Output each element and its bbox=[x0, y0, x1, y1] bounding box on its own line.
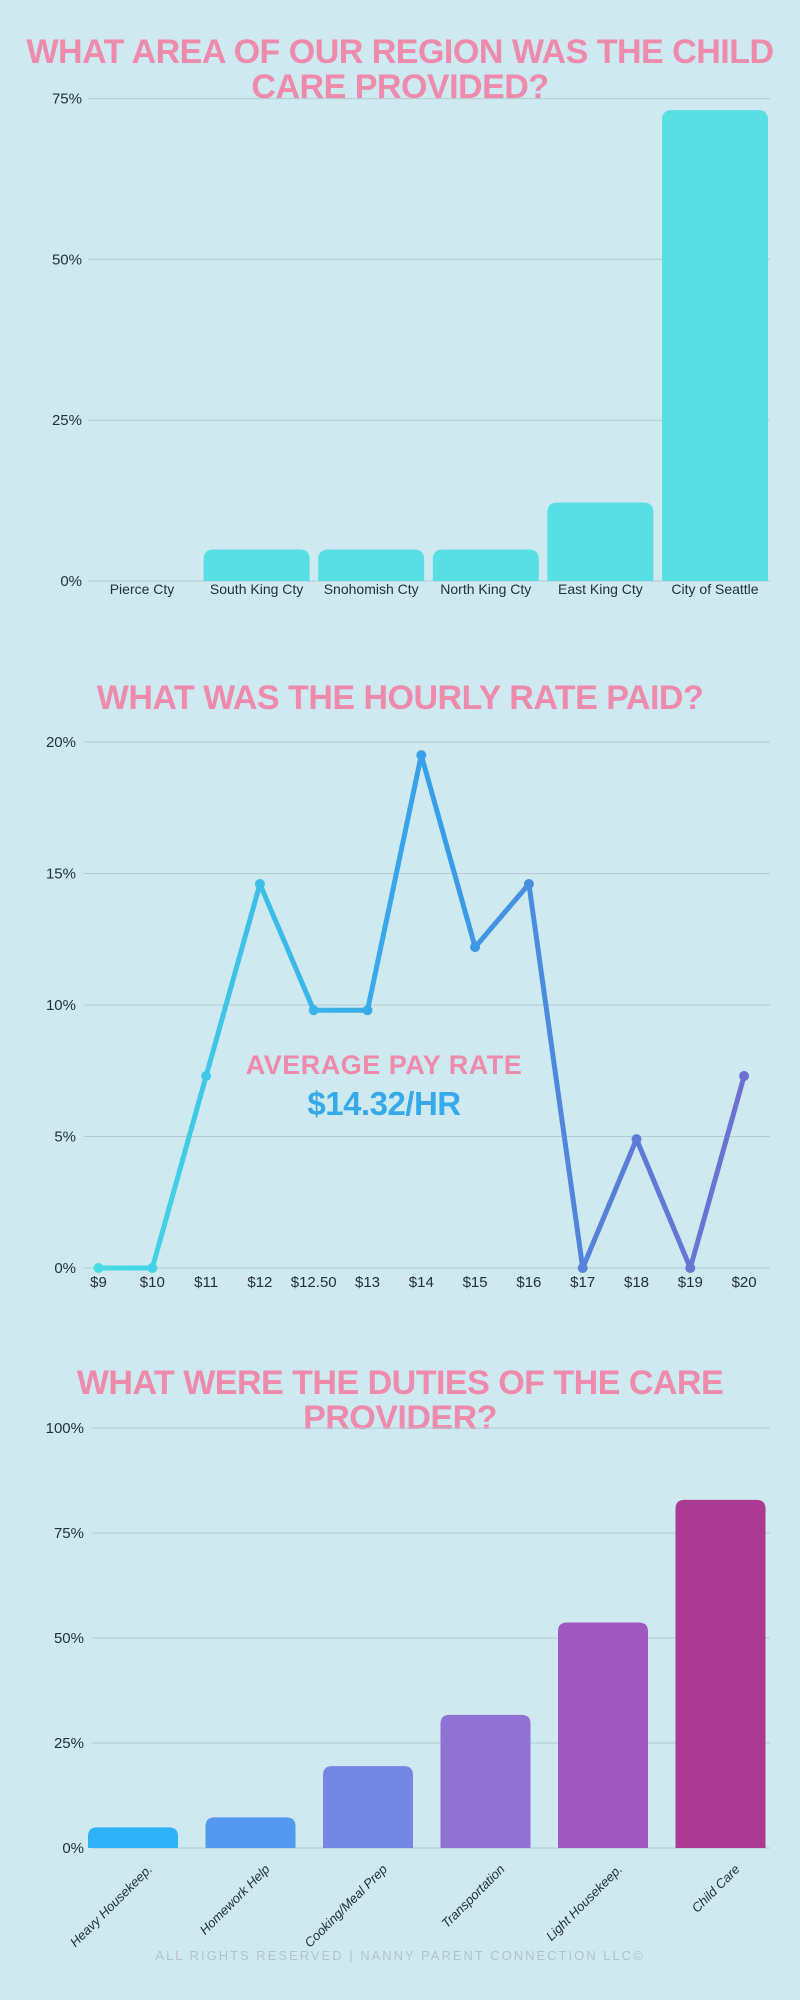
bar-east-king-cty bbox=[547, 502, 654, 581]
bar-homework-help bbox=[205, 1817, 296, 1848]
data-point-18 bbox=[631, 1134, 642, 1145]
data-point-17 bbox=[577, 1263, 588, 1273]
bar-transportation bbox=[440, 1714, 531, 1848]
x-axis-tick-label: $9 bbox=[90, 1274, 107, 1291]
data-point-19 bbox=[685, 1263, 696, 1273]
x-axis-tick-label: Homework Help bbox=[197, 1862, 273, 1938]
x-axis-tick-label: $10 bbox=[140, 1274, 165, 1291]
x-axis-tick-label: Pierce Cty bbox=[110, 581, 175, 597]
data-point-14 bbox=[416, 750, 427, 761]
y-axis-tick-label: 75% bbox=[52, 91, 82, 108]
y-axis-tick-label: 0% bbox=[54, 1260, 76, 1277]
data-point-20 bbox=[739, 1071, 750, 1082]
chart2-title: WHAT WAS THE HOURLY RATE PAID? bbox=[96, 678, 704, 717]
bar-north-king-cty bbox=[432, 549, 539, 581]
bar-city-of-seattle bbox=[662, 110, 768, 581]
data-point-9 bbox=[93, 1263, 104, 1273]
y-axis-tick-label: 20% bbox=[46, 734, 76, 751]
x-axis-tick-label: $17 bbox=[570, 1274, 595, 1291]
chart1-title: WHAT AREA OF OUR REGION WAS THE CHILD CA… bbox=[26, 32, 774, 106]
bar-child-care bbox=[675, 1499, 766, 1848]
x-axis-tick-label: Snohomish Cty bbox=[324, 581, 419, 597]
data-point-12-50 bbox=[308, 1005, 319, 1016]
chart3-title: WHAT WERE THE DUTIES OF THE CARE PROVIDE… bbox=[76, 1363, 724, 1437]
y-axis-tick-label: 5% bbox=[54, 1129, 76, 1146]
y-axis-tick-label: 75% bbox=[54, 1525, 84, 1542]
y-axis-tick-label: 25% bbox=[54, 1735, 84, 1752]
x-axis-tick-label: $15 bbox=[463, 1274, 488, 1291]
x-axis-tick-label: $13 bbox=[355, 1274, 380, 1291]
x-axis-tick-label: East King Cty bbox=[558, 581, 643, 597]
average-pay-rate-value: $14.32/HR bbox=[307, 1085, 461, 1122]
y-axis-tick-label: 50% bbox=[52, 251, 82, 268]
average-pay-rate-label: AVERAGE PAY RATE bbox=[245, 1050, 523, 1080]
x-axis-tick-label: South King Cty bbox=[210, 581, 303, 597]
bar-light-housekeep bbox=[558, 1622, 648, 1848]
bar-south-king-cty bbox=[203, 549, 310, 581]
rate-line-path bbox=[96, 752, 747, 1271]
x-axis-tick-label: $19 bbox=[678, 1274, 703, 1291]
data-point-12 bbox=[254, 879, 265, 890]
x-axis-tick-label: $12.50 bbox=[291, 1274, 337, 1291]
hourly-rate-line-chart: 0% 5% 10% 15% 20% $9 $10 $11 $12 $12.50 $13 $14 $15 $… bbox=[46, 734, 770, 1291]
x-axis-tick-label: $18 bbox=[624, 1274, 649, 1291]
x-axis-tick-label: $14 bbox=[409, 1274, 434, 1291]
x-axis-tick-label: Cooking/Meal Prep bbox=[301, 1862, 390, 1951]
x-axis-tick-label: Light Housekeep. bbox=[543, 1862, 625, 1944]
copyright-footer: ALL RIGHTS RESERVED | NANNY PARENT CONNE… bbox=[155, 1948, 645, 1963]
bar-snohomish-cty bbox=[318, 549, 425, 581]
x-axis-tick-label: Transportation bbox=[438, 1862, 507, 1931]
y-axis-tick-label: 15% bbox=[46, 866, 76, 883]
bar-cooking-meal-prep bbox=[323, 1766, 413, 1848]
x-axis-tick-label: Child Care bbox=[689, 1862, 743, 1916]
x-axis-tick-label: City of Seattle bbox=[671, 581, 758, 597]
y-axis-tick-label: 25% bbox=[52, 412, 82, 429]
x-axis-tick-label: $16 bbox=[516, 1274, 541, 1291]
y-axis-tick-label: 50% bbox=[54, 1630, 84, 1647]
data-point-15 bbox=[470, 942, 481, 953]
region-bar-chart: 0% 25% 50% 75% Pierce Cty South King Cty Snoho… bbox=[52, 91, 770, 597]
data-point-10 bbox=[147, 1263, 158, 1273]
y-axis-tick-label: 100% bbox=[46, 1420, 84, 1437]
y-axis-tick-label: 0% bbox=[60, 573, 82, 590]
x-axis-tick-label: $20 bbox=[732, 1274, 757, 1291]
x-axis-tick-label: North King Cty bbox=[440, 581, 531, 597]
x-axis-tick-label: $12 bbox=[247, 1274, 272, 1291]
y-axis-tick-label: 0% bbox=[62, 1840, 84, 1857]
data-point-11 bbox=[201, 1071, 212, 1082]
x-axis-tick-label: $11 bbox=[194, 1274, 218, 1291]
duties-bar-chart: 0% 25% 50% 75% 100% Heavy Housekeep. Homework … bbox=[46, 1420, 770, 1951]
data-point-13 bbox=[362, 1005, 373, 1016]
bar-heavy-housekeep bbox=[88, 1827, 178, 1848]
y-axis-tick-label: 10% bbox=[46, 997, 76, 1014]
average-pay-annotation: AVERAGE PAY RATE $14.32/HR bbox=[184, 1050, 584, 1123]
data-point-16 bbox=[523, 879, 534, 890]
x-axis-tick-label: Heavy Housekeep. bbox=[67, 1862, 155, 1950]
